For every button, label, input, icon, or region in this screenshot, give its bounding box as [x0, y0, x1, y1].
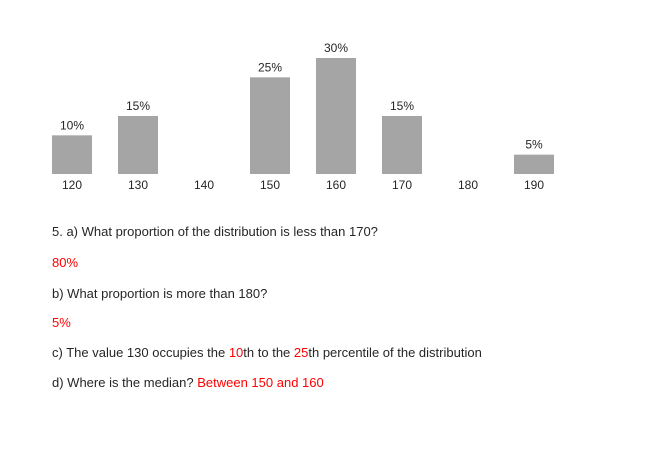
question-5c: c) The value 130 occupies the 10th to th… — [52, 345, 482, 361]
data-label-150: 25% — [258, 60, 282, 74]
question-5c-text-1: c) The value 130 occupies the — [52, 345, 229, 360]
bar-190 — [514, 154, 554, 174]
question-5c-text-2: th to the — [243, 345, 294, 360]
x-tick-label-120: 120 — [62, 178, 82, 192]
data-label-160: 30% — [324, 41, 348, 55]
percentile-end-value: 25 — [293, 345, 309, 360]
x-tick-label-190: 190 — [524, 178, 544, 192]
x-tick-label-150: 150 — [260, 178, 280, 192]
data-label-group: 10% 15% 25% 30% 15% 5% — [60, 41, 543, 152]
answer-5d: Between 150 and 160 — [197, 375, 324, 390]
bar-150 — [250, 77, 290, 174]
percentile-start-value: 10 — [228, 345, 244, 360]
x-tick-label-140: 140 — [194, 178, 214, 192]
bar-120 — [52, 135, 92, 174]
question-5a: 5. a) What proportion of the distributio… — [52, 224, 378, 239]
question-5b: b) What proportion is more than 180? — [52, 286, 268, 301]
data-label-120: 10% — [60, 118, 84, 132]
question-5c-text-3: th percentile of the distribution — [308, 345, 482, 360]
bar-160 — [316, 58, 356, 174]
bar-170 — [382, 116, 422, 174]
answer-5a: 80% — [52, 255, 79, 270]
x-tick-label-180: 180 — [458, 178, 478, 192]
question-5d: d) Where is the median? Between 150 and … — [52, 375, 324, 391]
question-5d-text: d) Where is the median? — [52, 375, 198, 390]
x-tick-label-160: 160 — [326, 178, 346, 192]
x-tick-label-group: 120 130 140 150 160 170 180 190 — [62, 178, 544, 192]
answer-5b: 5% — [52, 315, 71, 330]
bar-130 — [118, 116, 158, 174]
x-tick-label-170: 170 — [392, 178, 412, 192]
bar-group — [52, 58, 554, 174]
data-label-170: 15% — [390, 99, 414, 113]
data-label-190: 5% — [525, 138, 543, 152]
histogram-chart: 10%15%25%30%15%5% 120 130 140 150 160 170 180 1… — [52, 41, 554, 192]
x-tick-label-130: 130 — [128, 178, 148, 192]
data-label-130: 15% — [126, 99, 150, 113]
